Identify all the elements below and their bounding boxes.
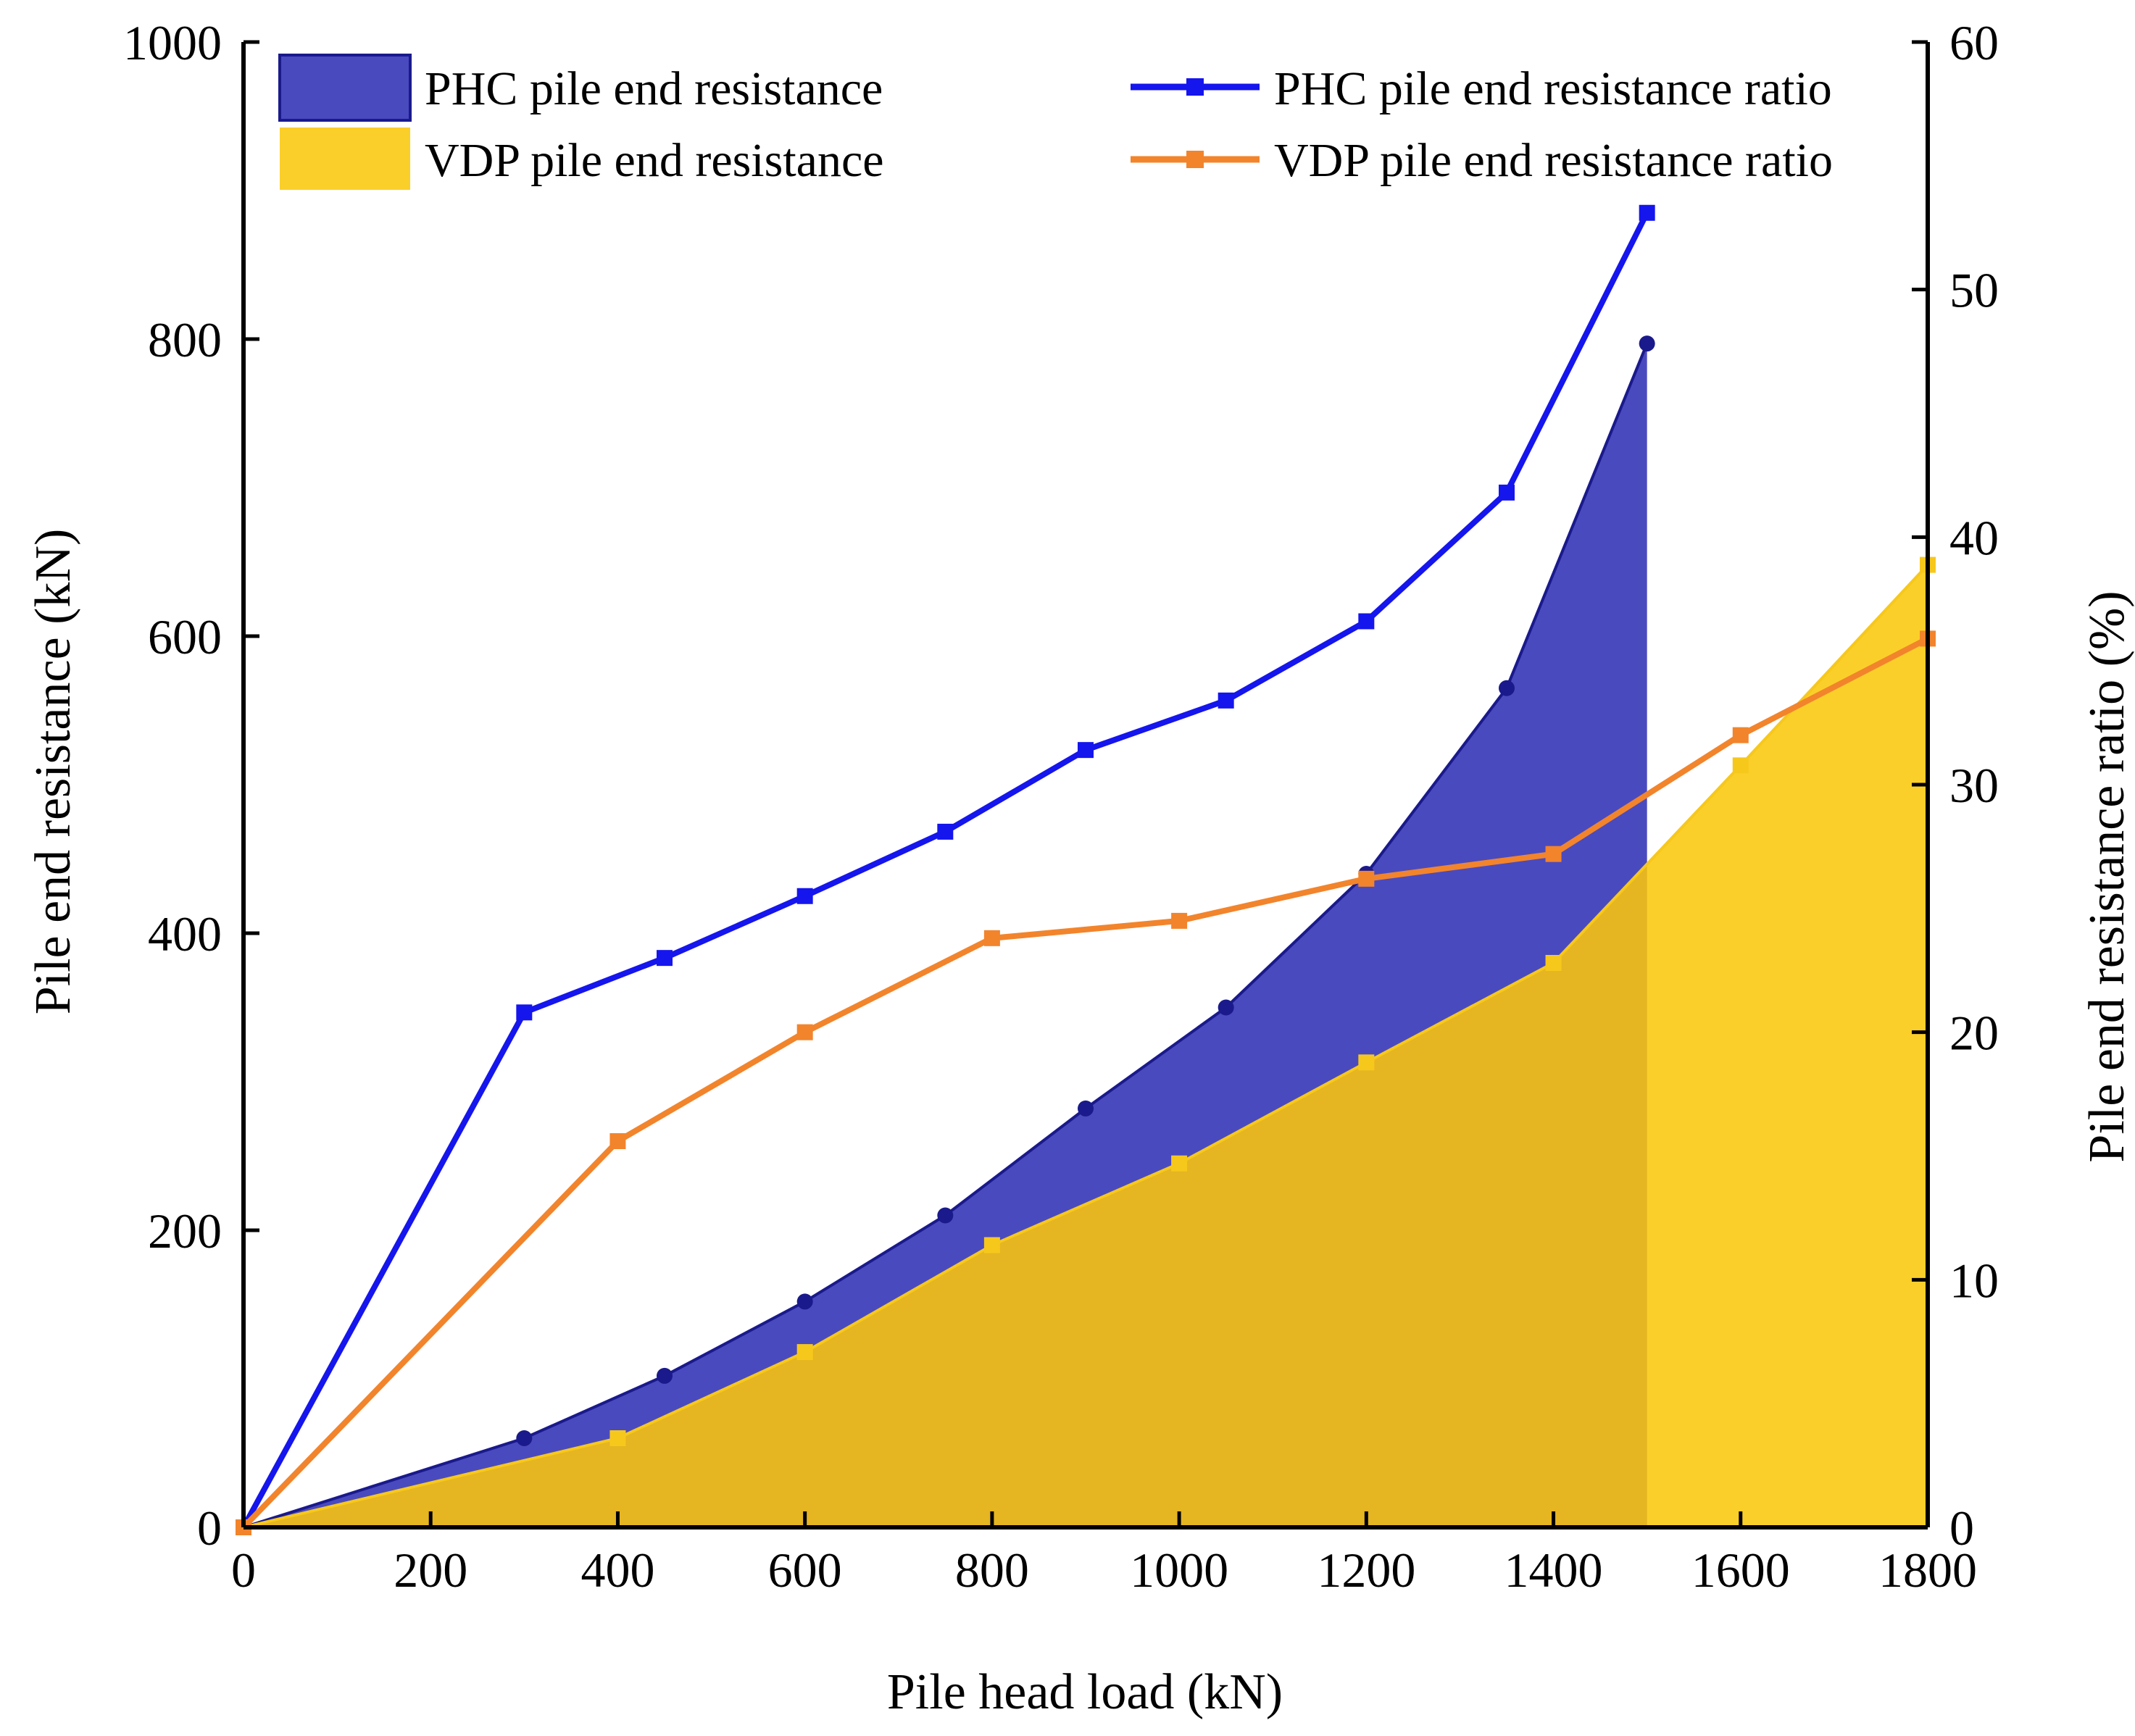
y-tick-label: 200 <box>148 1203 222 1259</box>
phc-ratio-point <box>1358 613 1375 630</box>
legend-swatch-vdp-area <box>280 128 410 190</box>
y2-tick-label: 0 <box>1949 1501 1974 1556</box>
y-tick-label: 0 <box>197 1501 222 1556</box>
phc-resistance-point <box>1218 999 1234 1016</box>
phc-ratio-point <box>796 888 813 904</box>
phc-ratio-point <box>1078 742 1094 759</box>
legend-label-vdp-area: VDP pile end resistance <box>425 134 884 187</box>
y2-tick-label: 50 <box>1949 263 1999 318</box>
tick-layer: 0 200 400 600 800 1000 1200 1400 1600 18000200400… <box>123 15 1999 1598</box>
x-tick-label: 1000 <box>1130 1543 1228 1598</box>
vdp-resistance-point <box>1171 1155 1188 1172</box>
x-tick-label: 1800 <box>1878 1543 1977 1598</box>
x-tick-label: 1200 <box>1317 1543 1415 1598</box>
vdp-resistance-point <box>983 1237 1000 1253</box>
phc-resistance-point <box>1639 335 1655 352</box>
area-layer <box>243 343 1929 1529</box>
y2-tick-label: 10 <box>1949 1253 1999 1308</box>
vdp-ratio-point <box>1545 846 1562 862</box>
y-tick-label: 400 <box>148 906 222 961</box>
y2-tick-label: 60 <box>1949 15 1999 70</box>
vdp-resistance-point <box>796 1344 813 1361</box>
y-tick-label: 800 <box>148 312 222 367</box>
phc-resistance-point <box>657 1367 673 1384</box>
phc-resistance-point <box>1078 1100 1094 1117</box>
legend-marker-phc-ratio <box>1186 78 1204 96</box>
x-axis-title: Pile head load (kN) <box>887 1664 1283 1720</box>
phc-resistance-point <box>516 1430 533 1446</box>
vdp-resistance-point <box>609 1430 626 1446</box>
phc-resistance-point <box>937 1207 954 1224</box>
y2-tick-label: 30 <box>1949 758 1999 813</box>
phc-resistance-edge <box>243 343 1649 1529</box>
legend: PHC pile end resistance VDP pile end res… <box>278 54 1833 190</box>
phc-ratio-point <box>516 1004 533 1021</box>
legend-label-phc-area: PHC pile end resistance <box>425 62 883 115</box>
vdp-ratio-point <box>796 1024 813 1040</box>
legend-label-vdp-ratio: VDP pile end resistance ratio <box>1274 134 1833 187</box>
x-tick-label: 1600 <box>1691 1543 1790 1598</box>
phc-resistance-point <box>796 1293 813 1310</box>
vdp-resistance-point <box>1545 955 1562 971</box>
legend-label-phc-ratio: PHC pile end resistance ratio <box>1274 62 1832 115</box>
phc-ratio-point <box>1499 484 1515 501</box>
vdp-resistance-point <box>1732 757 1749 774</box>
x-tick-label: 800 <box>955 1543 1029 1598</box>
x-tick-label: 600 <box>768 1543 842 1598</box>
vdp-ratio-point <box>1171 912 1188 929</box>
x-tick-label: 400 <box>580 1543 654 1598</box>
x-tick-label: 1400 <box>1505 1543 1603 1598</box>
y2-axis-title: Pile end resistance ratio (%) <box>2079 591 2135 1162</box>
legend-swatch-phc-area <box>278 54 412 122</box>
legend-marker-vdp-ratio <box>1186 151 1204 168</box>
y-tick-label: 1000 <box>123 15 222 70</box>
vdp-resistance-point <box>1358 1054 1375 1071</box>
y2-tick-label: 20 <box>1949 1006 1999 1061</box>
y2-tick-label: 40 <box>1949 510 1999 565</box>
vdp-ratio-point <box>1358 870 1375 887</box>
x-tick-label: 200 <box>394 1543 467 1598</box>
vdp-ratio-point <box>983 930 1000 946</box>
y-axis-title: Pile end resistance (kN) <box>25 529 81 1015</box>
phc-ratio-point <box>1639 204 1655 221</box>
vdp-ratio-point <box>1732 727 1749 743</box>
vdp-ratio-point <box>609 1133 626 1149</box>
x-tick-label: 0 <box>231 1543 256 1598</box>
phc-ratio-point <box>657 950 673 967</box>
phc-ratio-point <box>1218 692 1234 709</box>
phc-ratio-line <box>241 211 1650 1529</box>
phc-ratio-point <box>937 823 954 840</box>
phc-resistance-point <box>1499 680 1515 696</box>
y-tick-label: 600 <box>148 609 222 664</box>
vdp-resistance-area-overlap <box>244 864 1647 1527</box>
